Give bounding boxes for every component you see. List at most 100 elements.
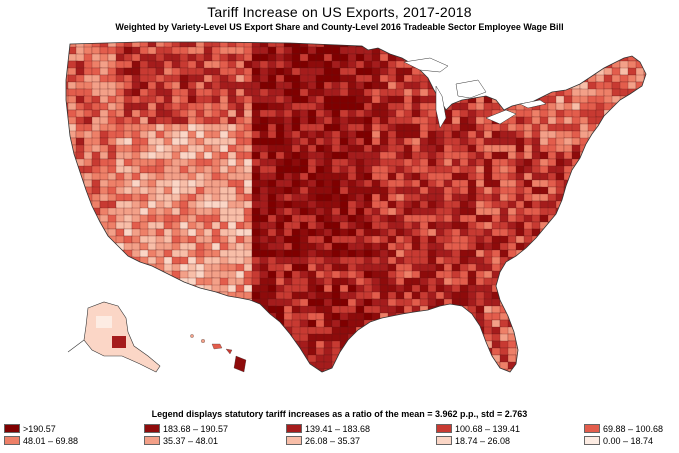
county-cell bbox=[595, 193, 605, 203]
county-cell bbox=[515, 291, 525, 300]
county-cell bbox=[603, 361, 615, 370]
county-cell bbox=[563, 284, 575, 293]
county-cell bbox=[507, 46, 517, 55]
county-cell bbox=[235, 207, 245, 217]
county-cell bbox=[403, 186, 413, 196]
county-cell bbox=[652, 54, 661, 61]
county-cell bbox=[587, 298, 597, 308]
county-cell bbox=[563, 333, 575, 343]
county-cell bbox=[579, 60, 591, 69]
county-cell bbox=[107, 193, 118, 202]
county-cell bbox=[91, 60, 101, 69]
county-cell bbox=[571, 298, 583, 308]
county-cell bbox=[475, 312, 485, 322]
county-cell bbox=[371, 158, 381, 168]
county-cell bbox=[579, 305, 589, 314]
county-cell bbox=[203, 207, 214, 217]
county-cell bbox=[299, 263, 309, 273]
county-cell bbox=[379, 42, 390, 49]
county-cell bbox=[339, 123, 349, 133]
county-cell bbox=[499, 74, 509, 83]
county-cell bbox=[227, 242, 237, 251]
county-cell bbox=[652, 362, 660, 369]
county-cell bbox=[331, 193, 341, 203]
county-cell bbox=[187, 165, 197, 174]
county-cell bbox=[139, 42, 150, 48]
county-cell bbox=[219, 109, 230, 119]
county-cell bbox=[235, 221, 245, 230]
county-cell bbox=[291, 214, 301, 224]
county-cell bbox=[363, 333, 373, 342]
county-cell bbox=[579, 200, 589, 209]
county-cell bbox=[547, 347, 559, 356]
county-cell bbox=[595, 88, 605, 98]
county-cell bbox=[595, 42, 607, 49]
county-cell bbox=[131, 74, 141, 84]
county-cell bbox=[427, 235, 437, 244]
county-cell bbox=[259, 340, 271, 350]
county-cell bbox=[571, 102, 581, 111]
county-cell bbox=[307, 312, 318, 322]
county-cell bbox=[211, 207, 221, 217]
county-cell bbox=[619, 42, 629, 48]
county-cell bbox=[163, 228, 173, 238]
county-cell bbox=[587, 165, 598, 175]
county-cell bbox=[507, 137, 518, 147]
county-cell bbox=[75, 200, 87, 209]
county-cell bbox=[251, 193, 262, 202]
county-cell bbox=[371, 193, 381, 203]
county-cell bbox=[419, 312, 429, 321]
county-cell bbox=[443, 228, 454, 238]
county-cell bbox=[475, 228, 485, 237]
county-cell bbox=[275, 249, 285, 259]
county-cell bbox=[395, 116, 406, 125]
county-cell bbox=[283, 228, 294, 238]
county-cell bbox=[555, 207, 567, 217]
county-cell bbox=[187, 137, 197, 147]
county-cell bbox=[459, 368, 470, 372]
county-cell bbox=[267, 242, 278, 251]
county-cell bbox=[91, 368, 101, 372]
county-cell bbox=[83, 291, 94, 301]
county-cell bbox=[555, 158, 565, 168]
county-cell bbox=[66, 368, 69, 372]
county-cell bbox=[115, 116, 126, 125]
county-cell bbox=[203, 81, 213, 90]
county-cell bbox=[619, 123, 630, 133]
county-cell bbox=[171, 137, 181, 147]
county-cell bbox=[323, 319, 333, 328]
county-cell bbox=[339, 319, 350, 328]
county-cell bbox=[451, 207, 462, 217]
county-cell bbox=[499, 228, 509, 238]
county-cell bbox=[603, 172, 614, 181]
county-cell bbox=[179, 53, 189, 63]
county-cell bbox=[315, 263, 325, 273]
county-cell bbox=[595, 109, 605, 118]
county-cell bbox=[507, 144, 517, 153]
county-cell bbox=[355, 368, 365, 372]
county-cell bbox=[220, 376, 229, 384]
county-cell bbox=[603, 277, 613, 287]
county-cell bbox=[243, 116, 253, 125]
county-cell bbox=[627, 186, 637, 196]
county-cell bbox=[139, 305, 151, 315]
county-cell bbox=[467, 102, 478, 111]
legend-swatch bbox=[584, 436, 600, 445]
county-cell bbox=[259, 179, 269, 188]
county-cell bbox=[507, 179, 518, 188]
county-cell bbox=[611, 340, 621, 349]
county-cell bbox=[547, 361, 557, 370]
county-cell bbox=[523, 312, 535, 322]
county-cell bbox=[411, 95, 422, 104]
county-cell bbox=[219, 116, 229, 125]
county-cell bbox=[371, 249, 382, 258]
county-cell bbox=[595, 319, 605, 328]
county-cell bbox=[259, 228, 270, 237]
county-cell bbox=[267, 298, 278, 307]
county-cell bbox=[555, 235, 565, 245]
county-cell bbox=[251, 46, 262, 56]
county-cell bbox=[475, 256, 485, 266]
county-cell bbox=[491, 312, 501, 321]
county-cell bbox=[331, 172, 341, 181]
county-cell bbox=[619, 172, 629, 182]
